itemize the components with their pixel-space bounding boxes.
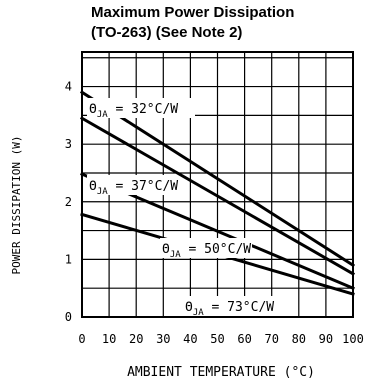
y-tick-label: 2 [65, 195, 72, 209]
x-tick-label: 40 [183, 332, 197, 346]
series-label-bg-3 [160, 238, 252, 258]
series-label-3: ΘJA = 50°C/W [162, 242, 251, 260]
chart-title-line-2: (TO-263) (See Note 2) [91, 24, 243, 41]
series-label-4: ΘJA = 73°C/W [185, 300, 274, 318]
x-tick-label: 90 [319, 332, 333, 346]
y-axis-label: POWER DISSIPATION (W) [10, 135, 23, 274]
x-tick-label: 60 [237, 332, 251, 346]
series-line-2 [79, 116, 356, 276]
x-tick-label: 30 [156, 332, 170, 346]
y-tick-label: 0 [65, 310, 72, 324]
x-tick-label: 10 [102, 332, 116, 346]
series-label-2: ΘJA = 37°C/W [89, 179, 178, 197]
x-tick-label: 0 [78, 332, 85, 346]
series-label-bg-4 [183, 296, 285, 316]
x-tick-label: 50 [210, 332, 224, 346]
x-axis-label: AMBIENT TEMPERATURE (°C) [127, 365, 315, 380]
series-label-bg-2 [87, 175, 167, 195]
x-tick-label: 80 [292, 332, 306, 346]
x-tick-label: 20 [129, 332, 143, 346]
series-labels: ΘJA = 32°C/W ΘJA = 37°C/W ΘJA = 50°C/W ΘJA … [87, 98, 285, 318]
chart-title-line-1: Maximum Power Dissipation [91, 4, 295, 21]
x-tick-labels: 0 10 20 30 40 50 60 70 80 90 100 [78, 332, 363, 346]
series-line-1 [79, 90, 356, 268]
y-tick-label: 4 [65, 80, 72, 94]
plot-frame [81, 51, 354, 318]
y-tick-label: 3 [65, 137, 72, 151]
x-tick-label: 100 [342, 332, 364, 346]
series-label-bg-1 [87, 98, 195, 118]
y-tick-labels: 0 1 2 3 4 [65, 80, 72, 324]
series-label-1: ΘJA = 32°C/W [89, 102, 178, 120]
x-tick-label: 70 [264, 332, 278, 346]
y-tick-label: 1 [65, 252, 72, 266]
